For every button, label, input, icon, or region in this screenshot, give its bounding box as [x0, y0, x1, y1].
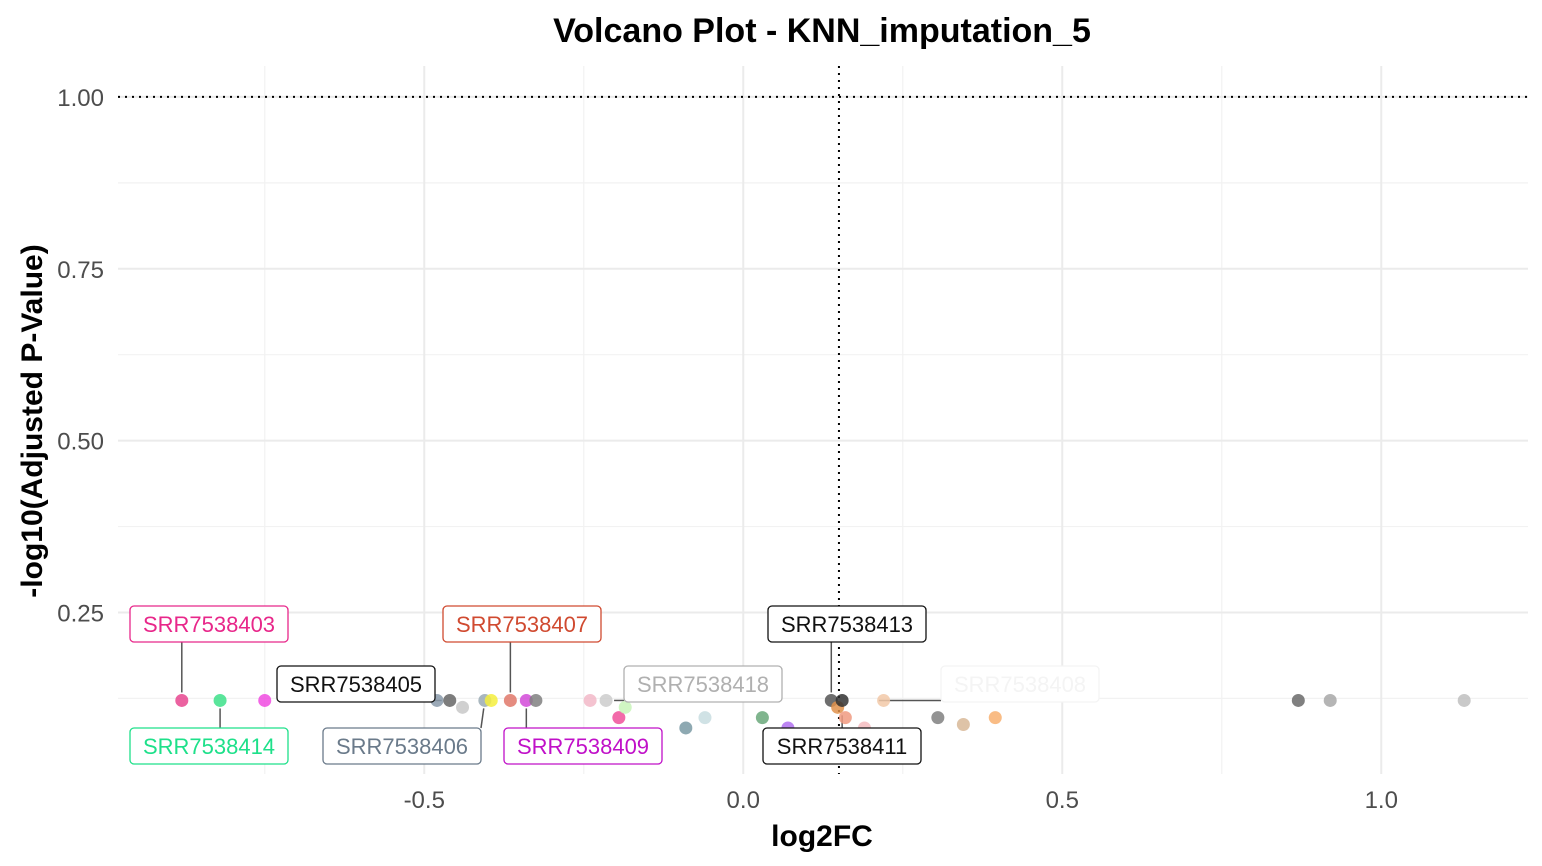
threshold-lines — [118, 66, 1528, 774]
data-point — [443, 693, 457, 707]
data-points — [175, 693, 1471, 735]
x-tick-label: -0.5 — [404, 787, 445, 814]
data-point — [1457, 693, 1471, 707]
chart-title: Volcano Plot - KNN_imputation_5 — [553, 12, 1091, 50]
data-point — [679, 721, 693, 735]
point-label-box — [129, 727, 289, 765]
data-point — [618, 700, 632, 714]
point-label-box — [322, 727, 482, 765]
data-point — [877, 693, 891, 707]
point-label-box — [767, 605, 927, 643]
data-point — [258, 693, 272, 707]
data-point — [931, 711, 945, 725]
point-label-text: SRR7538406 — [336, 734, 468, 759]
data-point — [213, 693, 227, 707]
point-label-text: SRR7538407 — [456, 612, 588, 637]
label-leader-line — [480, 708, 485, 729]
point-label-text: SRR7538405 — [290, 672, 422, 697]
point-label-text: SRR7538409 — [517, 734, 649, 759]
point-label-text: SRR7538408 — [954, 672, 1086, 697]
point-label-box — [442, 605, 602, 643]
data-point — [698, 711, 712, 725]
point-label-box — [762, 727, 922, 765]
x-tick-label: 0.5 — [1046, 787, 1079, 814]
x-axis-title: log2FC — [771, 820, 873, 853]
point-label-text: SRR7538403 — [143, 612, 275, 637]
point-label-text: SRR7538414 — [143, 734, 275, 759]
data-point — [956, 718, 970, 732]
y-tick-label: 0.75 — [57, 257, 104, 284]
x-tick-label: 1.0 — [1365, 787, 1398, 814]
point-label-box — [623, 665, 783, 703]
data-point — [988, 711, 1002, 725]
y-tick-label: 1.00 — [57, 85, 104, 112]
point-label-text: SRR7538411 — [777, 734, 907, 759]
data-point — [529, 693, 543, 707]
y-axis-title: -log10(Adjusted P-Value) — [16, 244, 49, 597]
data-point — [835, 693, 849, 707]
data-point — [755, 711, 769, 725]
data-point — [456, 700, 470, 714]
data-point — [612, 711, 626, 725]
point-label-box — [129, 605, 289, 643]
data-point — [599, 693, 613, 707]
x-tick-label: 0.0 — [727, 787, 760, 814]
data-point — [583, 693, 597, 707]
data-point — [1291, 693, 1305, 707]
point-label-box — [940, 665, 1100, 703]
point-label-box — [503, 727, 663, 765]
data-point — [175, 693, 189, 707]
data-point — [1323, 693, 1337, 707]
point-label-box — [276, 665, 436, 703]
data-point — [519, 693, 533, 707]
data-point — [484, 693, 498, 707]
y-tick-label: 0.25 — [57, 600, 104, 627]
point-label-text: SRR7538413 — [781, 612, 913, 637]
data-point — [503, 693, 517, 707]
data-point — [838, 711, 852, 725]
point-label-text: SRR7538418 — [637, 672, 769, 697]
x-axis-ticks: -0.5 0.0 0.5 1.0 — [404, 787, 1398, 814]
y-tick-label: 0.50 — [57, 429, 104, 456]
point-labels: SRR7538403 SRR7538414 SRR7538405 SRR7538406… — [129, 605, 1100, 765]
y-axis-ticks: 0.25 0.50 0.75 1.00 — [57, 85, 104, 628]
